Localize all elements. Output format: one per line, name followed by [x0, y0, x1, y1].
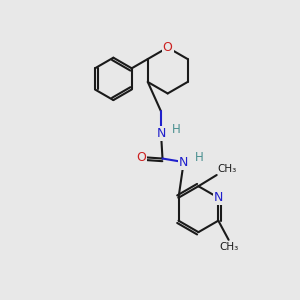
- Text: H: H: [195, 151, 203, 164]
- Text: CH₃: CH₃: [218, 164, 237, 174]
- Text: CH₃: CH₃: [219, 242, 238, 252]
- Text: N: N: [179, 156, 188, 169]
- Text: O: O: [136, 151, 146, 164]
- Text: N: N: [214, 191, 223, 204]
- Text: N: N: [156, 127, 166, 140]
- Text: H: H: [172, 124, 181, 136]
- Text: O: O: [163, 41, 172, 54]
